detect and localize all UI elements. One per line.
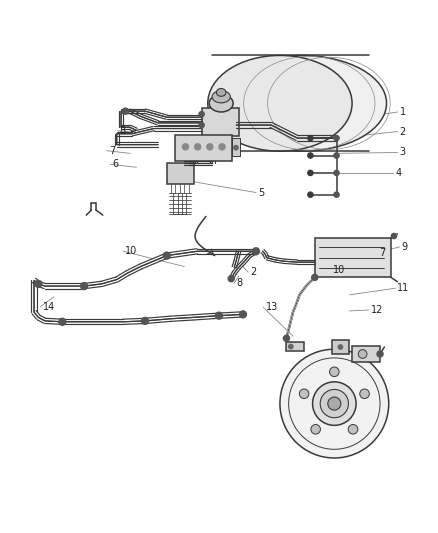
Circle shape [234, 146, 238, 150]
Circle shape [81, 282, 88, 289]
Text: 2: 2 [251, 267, 257, 277]
Text: 9: 9 [402, 242, 408, 252]
Bar [315, 238, 391, 277]
Bar [352, 346, 380, 362]
Text: 12: 12 [371, 305, 383, 315]
Text: 4: 4 [395, 168, 401, 178]
Circle shape [194, 144, 201, 150]
Ellipse shape [348, 424, 358, 434]
Circle shape [289, 344, 293, 349]
Circle shape [334, 171, 339, 175]
Ellipse shape [320, 390, 349, 418]
Circle shape [199, 123, 204, 128]
Circle shape [334, 192, 339, 197]
Text: 7: 7 [379, 247, 385, 257]
Circle shape [122, 108, 128, 114]
Text: 8: 8 [237, 278, 243, 288]
Bar [332, 341, 349, 353]
Ellipse shape [217, 55, 387, 151]
Text: 3: 3 [399, 148, 406, 157]
Circle shape [334, 153, 339, 158]
Ellipse shape [360, 389, 369, 399]
Text: 10: 10 [125, 246, 138, 256]
Circle shape [215, 312, 223, 319]
Circle shape [334, 135, 339, 141]
Ellipse shape [280, 349, 389, 458]
Circle shape [199, 111, 204, 117]
Circle shape [308, 192, 313, 197]
Ellipse shape [313, 382, 356, 425]
Circle shape [308, 171, 313, 175]
Ellipse shape [212, 91, 230, 103]
Circle shape [207, 144, 213, 150]
Circle shape [240, 311, 247, 318]
Bar [167, 163, 194, 184]
Bar [232, 138, 240, 156]
Ellipse shape [208, 55, 352, 151]
Text: 11: 11 [397, 283, 410, 293]
Circle shape [228, 276, 234, 282]
Text: 14: 14 [43, 302, 55, 312]
Circle shape [59, 318, 66, 325]
Text: 10: 10 [333, 265, 345, 275]
Ellipse shape [311, 424, 321, 434]
Text: 5: 5 [258, 188, 265, 198]
Text: 13: 13 [265, 302, 278, 312]
Ellipse shape [329, 367, 339, 377]
Text: 8: 8 [120, 126, 126, 136]
Ellipse shape [358, 350, 367, 358]
Bar [286, 342, 304, 351]
Text: 7: 7 [109, 146, 115, 156]
Circle shape [308, 153, 313, 158]
Ellipse shape [216, 88, 226, 96]
Ellipse shape [299, 389, 309, 399]
Circle shape [377, 351, 383, 357]
Circle shape [283, 335, 290, 341]
Circle shape [141, 318, 148, 325]
Circle shape [308, 135, 313, 141]
Bar [176, 135, 232, 161]
Circle shape [312, 274, 318, 280]
Circle shape [391, 233, 396, 239]
Ellipse shape [328, 397, 341, 410]
Circle shape [219, 144, 225, 150]
Circle shape [253, 248, 259, 255]
Text: 6: 6 [113, 159, 119, 169]
Circle shape [183, 144, 188, 150]
Circle shape [35, 280, 42, 287]
Bar [201, 108, 239, 136]
Circle shape [163, 252, 170, 259]
Text: 2: 2 [399, 126, 406, 136]
Text: 1: 1 [399, 107, 406, 117]
Circle shape [338, 345, 343, 349]
Ellipse shape [209, 94, 233, 112]
